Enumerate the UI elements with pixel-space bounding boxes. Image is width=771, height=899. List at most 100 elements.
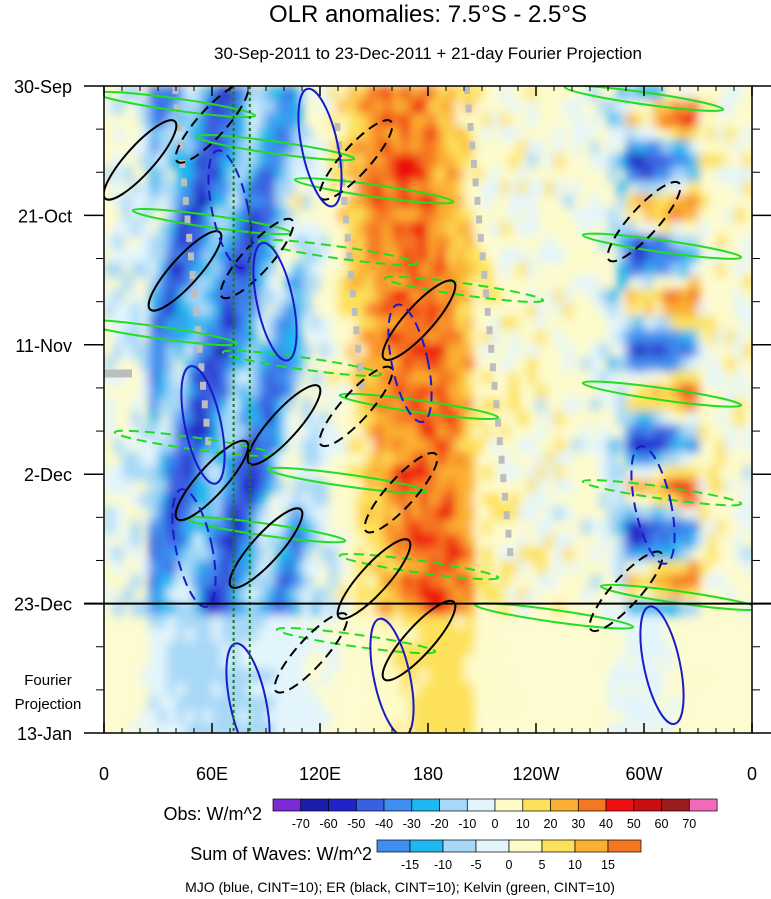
field-cell: [230, 614, 241, 630]
field-cell: [500, 411, 511, 427]
field-cell: [518, 194, 529, 210]
field-cell: [527, 262, 538, 278]
field-cell: [230, 221, 241, 237]
field-cell: [572, 411, 583, 427]
missing-data-cell: [194, 326, 201, 335]
field-cell: [194, 574, 205, 590]
missing-data-cell: [188, 252, 194, 261]
field-cell: [356, 208, 367, 224]
field-cell: [410, 153, 421, 169]
field-cell: [392, 397, 403, 413]
field-cell: [374, 86, 385, 102]
field-cell: [689, 574, 700, 590]
field-cell: [122, 167, 133, 183]
field-cell: [617, 560, 628, 576]
field-cell: [167, 411, 178, 427]
field-cell: [311, 113, 322, 129]
field-cell: [527, 330, 538, 346]
field-cell: [491, 492, 502, 508]
field-cell: [419, 397, 430, 413]
field-cell: [104, 411, 115, 427]
field-cell: [149, 574, 160, 590]
field-cell: [311, 411, 322, 427]
field-cell: [491, 560, 502, 576]
field-cell: [257, 194, 268, 210]
field-cell: [509, 262, 520, 278]
field-cell: [158, 357, 169, 373]
field-cell: [230, 438, 241, 454]
field-cell: [293, 275, 304, 291]
field-cell: [617, 208, 628, 224]
field-cell: [392, 289, 403, 305]
field-cell: [374, 438, 385, 454]
field-cell: [383, 506, 394, 522]
colorbar-label: 0: [506, 858, 513, 872]
field-cell: [158, 86, 169, 102]
field-cell: [230, 370, 241, 386]
field-cell: [644, 167, 655, 183]
field-cell: [707, 533, 718, 549]
field-cell: [230, 330, 241, 346]
field-cell: [221, 641, 232, 657]
field-cell: [140, 343, 151, 359]
field-cell: [374, 180, 385, 196]
field-cell: [392, 574, 403, 590]
field-cell: [158, 153, 169, 169]
missing-data-cell: [496, 437, 503, 446]
field-cell: [653, 330, 664, 346]
field-cell: [212, 424, 223, 440]
field-cell: [734, 411, 745, 427]
field-cell: [734, 289, 745, 305]
field-cell: [410, 221, 421, 237]
field-cell: [356, 411, 367, 427]
field-cell: [284, 614, 295, 630]
field-cell: [275, 397, 286, 413]
field-cell: [401, 330, 412, 346]
missing-data-cell: [196, 344, 203, 353]
field-cell: [617, 357, 628, 373]
field-cell: [374, 384, 385, 400]
field-cell: [653, 194, 664, 210]
field-cell: [428, 167, 439, 183]
field-cell: [365, 302, 376, 318]
field-cell: [167, 289, 178, 305]
field-cell: [437, 614, 448, 630]
field-cell: [536, 384, 547, 400]
field-cell: [266, 641, 277, 657]
field-cell: [437, 357, 448, 373]
field-cell: [527, 99, 538, 115]
field-cell: [473, 641, 484, 657]
field-cell: [446, 86, 457, 102]
field-cell: [581, 492, 592, 508]
field-cell: [644, 99, 655, 115]
colorbar-label: -70: [292, 817, 310, 831]
field-cell: [239, 113, 250, 129]
field-cell: [428, 641, 439, 657]
field-cell: [707, 601, 718, 617]
field-cell: [626, 560, 637, 576]
field-cell: [230, 397, 241, 413]
field-cell: [275, 289, 286, 305]
field-cell: [635, 668, 646, 684]
field-cell: [365, 655, 376, 671]
field-cell: [212, 99, 223, 115]
field-cell: [374, 316, 385, 332]
field-cell: [428, 194, 439, 210]
field-cell: [518, 248, 529, 264]
field-cell: [158, 560, 169, 576]
field-cell: [221, 86, 232, 102]
field-cell: [203, 655, 214, 671]
field-cell: [311, 628, 322, 644]
field-cell: [383, 533, 394, 549]
field-cell: [617, 330, 628, 346]
field-cell: [266, 506, 277, 522]
field-cell: [662, 357, 673, 373]
field-cell: [482, 628, 493, 644]
field-cell: [401, 194, 412, 210]
field-cell: [446, 438, 457, 454]
field-cell: [437, 655, 448, 671]
field-cell: [482, 167, 493, 183]
field-cell: [392, 465, 403, 481]
field-cell: [239, 411, 250, 427]
colorbar-label: 60: [655, 817, 669, 831]
